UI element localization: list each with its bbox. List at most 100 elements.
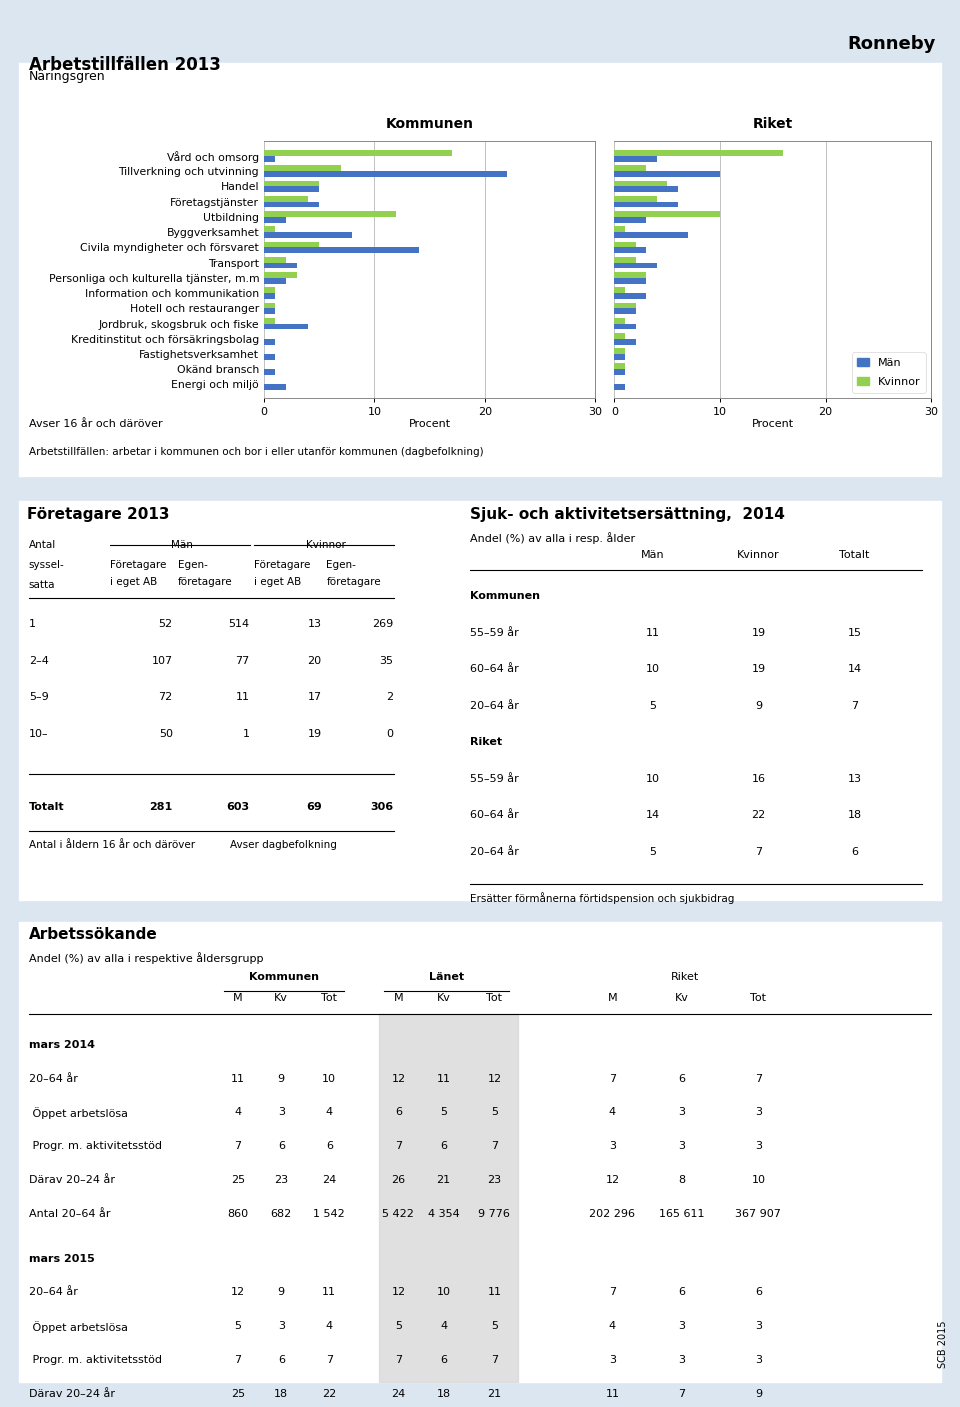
Text: företagare: företagare <box>178 577 232 587</box>
Text: Antal 20–64 år: Antal 20–64 år <box>29 1209 110 1218</box>
Bar <box>264 242 319 248</box>
Text: 3: 3 <box>609 1355 616 1365</box>
Text: 514: 514 <box>228 619 250 629</box>
Bar <box>614 201 678 207</box>
Text: 19: 19 <box>752 628 765 637</box>
Bar <box>264 257 286 263</box>
Text: 9: 9 <box>755 701 762 711</box>
Text: 2: 2 <box>387 692 394 702</box>
Bar <box>614 242 636 248</box>
Text: 1: 1 <box>243 729 250 739</box>
Text: 682: 682 <box>271 1209 292 1218</box>
Text: Ronneby: Ronneby <box>848 35 936 53</box>
Text: 7: 7 <box>491 1141 498 1151</box>
Text: 13: 13 <box>307 619 322 629</box>
Text: satta: satta <box>29 580 56 590</box>
Text: Arbetstillfällen: arbetar i kommunen och bor i eller utanför kommunen (dagbefolk: Arbetstillfällen: arbetar i kommunen och… <box>29 447 484 457</box>
Text: 19: 19 <box>752 664 765 674</box>
Bar <box>614 277 646 284</box>
Text: 9: 9 <box>277 1074 285 1083</box>
Text: 22: 22 <box>752 810 765 820</box>
Text: 10: 10 <box>323 1074 336 1083</box>
Text: Därav 20–24 år: Därav 20–24 år <box>29 1175 115 1185</box>
Text: Kv: Kv <box>675 993 688 1003</box>
Text: 26: 26 <box>392 1175 405 1185</box>
Bar <box>264 287 276 293</box>
Text: 7: 7 <box>755 847 762 857</box>
Text: 4 354: 4 354 <box>427 1209 460 1218</box>
Bar <box>614 151 783 156</box>
Text: Kv: Kv <box>275 993 288 1003</box>
Text: Företagare 2013: Företagare 2013 <box>27 507 169 522</box>
Text: 7: 7 <box>851 701 858 711</box>
Text: 7: 7 <box>678 1389 685 1399</box>
Bar <box>264 308 276 314</box>
Text: 11: 11 <box>323 1287 336 1297</box>
Bar <box>264 369 276 376</box>
Bar <box>614 318 625 324</box>
Bar <box>264 232 352 238</box>
Text: företagare: företagare <box>326 577 381 587</box>
Text: 6: 6 <box>440 1355 447 1365</box>
Text: syssel-: syssel- <box>29 560 64 570</box>
Text: 12: 12 <box>392 1287 405 1297</box>
Text: Arbetstillfällen 2013: Arbetstillfällen 2013 <box>29 56 221 75</box>
Bar <box>614 248 646 253</box>
Text: 3: 3 <box>755 1355 762 1365</box>
Bar <box>614 308 636 314</box>
Text: 202 296: 202 296 <box>589 1209 636 1218</box>
Text: 3: 3 <box>755 1107 762 1117</box>
Bar <box>264 211 396 217</box>
Text: 3: 3 <box>678 1141 685 1151</box>
Text: 55–59 år: 55–59 år <box>470 774 519 784</box>
Text: 4: 4 <box>325 1321 333 1331</box>
Text: Kommunen: Kommunen <box>386 117 473 131</box>
Bar <box>264 172 507 177</box>
Text: 6: 6 <box>440 1141 447 1151</box>
Text: 72: 72 <box>158 692 173 702</box>
Bar <box>614 196 657 201</box>
Text: 12: 12 <box>606 1175 619 1185</box>
Text: 52: 52 <box>158 619 173 629</box>
Text: 12: 12 <box>231 1287 245 1297</box>
Text: 15: 15 <box>848 628 861 637</box>
Bar <box>264 324 308 329</box>
Bar <box>264 318 276 324</box>
Bar <box>614 232 688 238</box>
Text: Avser 16 år och däröver: Avser 16 år och däröver <box>29 419 162 429</box>
Text: 16: 16 <box>752 774 765 784</box>
Text: 5: 5 <box>440 1107 447 1117</box>
Legend: Män, Kvinnor: Män, Kvinnor <box>852 352 925 393</box>
Text: 3: 3 <box>678 1107 685 1117</box>
Text: 18: 18 <box>275 1389 288 1399</box>
Text: Procent: Procent <box>409 419 450 429</box>
Text: 7: 7 <box>325 1355 333 1365</box>
Text: 5: 5 <box>491 1107 498 1117</box>
Text: 603: 603 <box>227 802 250 812</box>
Bar <box>614 384 625 390</box>
Bar <box>614 303 636 308</box>
Text: Företagare: Företagare <box>254 560 311 570</box>
Text: Riket: Riket <box>470 737 502 747</box>
Bar <box>264 227 276 232</box>
Text: 5: 5 <box>234 1321 242 1331</box>
Text: 18: 18 <box>437 1389 450 1399</box>
Text: 7: 7 <box>234 1141 242 1151</box>
Text: Andel (%) av alla i respektive åldersgrupp: Andel (%) av alla i respektive åldersgru… <box>29 953 263 964</box>
Bar <box>614 363 625 369</box>
Text: Procent: Procent <box>752 419 794 429</box>
Text: 18: 18 <box>848 810 861 820</box>
Text: 4: 4 <box>609 1321 616 1331</box>
Text: 306: 306 <box>371 802 394 812</box>
Text: Män: Män <box>641 550 664 560</box>
Text: 3: 3 <box>277 1107 285 1117</box>
Bar <box>264 355 276 360</box>
Text: Avser dagbefolkning: Avser dagbefolkning <box>230 840 337 850</box>
Text: 11: 11 <box>646 628 660 637</box>
Text: 4: 4 <box>325 1107 333 1117</box>
Text: 50: 50 <box>158 729 173 739</box>
Text: Ersätter förmånerna förtidspension och sjukbidrag: Ersätter förmånerna förtidspension och s… <box>470 892 734 903</box>
Text: 22: 22 <box>323 1389 336 1399</box>
Text: i eget AB: i eget AB <box>110 577 157 587</box>
Text: Tot: Tot <box>487 993 502 1003</box>
